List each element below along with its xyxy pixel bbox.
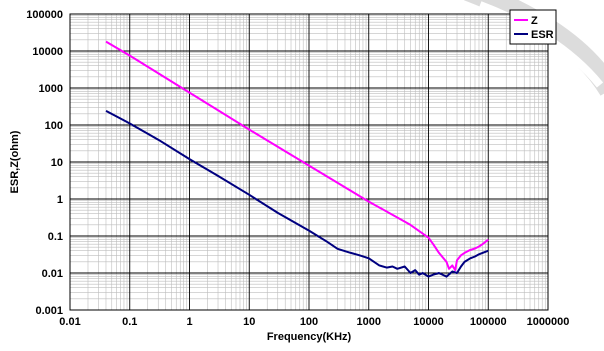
- x-tick-label: 10000: [413, 316, 444, 328]
- series-line-z: [105, 40, 489, 272]
- series-line-esr: [105, 110, 489, 278]
- x-tick-label: 1000000: [527, 316, 570, 328]
- legend-box: [509, 9, 557, 45]
- x-tick-label: 100: [300, 316, 318, 328]
- y-tick-label: 1: [57, 194, 63, 206]
- y-tick-label: 10: [51, 157, 63, 169]
- x-axis-title: Frequency(KHz): [267, 331, 352, 343]
- y-tick-label: 100000: [26, 9, 63, 21]
- x-tick-label: 1: [186, 316, 192, 328]
- plot-frame: [69, 13, 549, 311]
- y-tick-label: 0.01: [42, 268, 63, 280]
- tick-labels: 0.01 0.1 1 10 100 1000 10000 100000 1000000 0.001…: [26, 9, 569, 328]
- legend-label-esr: ESR: [531, 29, 554, 41]
- grid-lines: [69, 13, 549, 311]
- x-tick-label: 0.01: [59, 316, 80, 328]
- series-lines: [105, 40, 489, 278]
- x-tick-label: 1000: [357, 316, 381, 328]
- x-tick-label: 100000: [470, 316, 507, 328]
- y-tick-label: 10000: [32, 46, 63, 58]
- y-tick-label: 0.001: [35, 305, 63, 317]
- legend-label-z: Z: [531, 15, 538, 27]
- y-axis-title: ESR,Z(ohm): [9, 130, 21, 193]
- x-tick-label: 0.1: [122, 316, 137, 328]
- x-tick-label: 10: [243, 316, 255, 328]
- y-tick-label: 100: [45, 120, 63, 132]
- legend: Z ESR: [509, 9, 557, 45]
- y-tick-label: 0.1: [48, 231, 63, 243]
- y-tick-label: 1000: [39, 83, 63, 95]
